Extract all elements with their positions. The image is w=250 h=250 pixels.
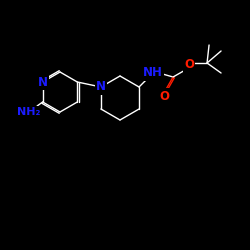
Text: N: N — [38, 76, 48, 88]
Text: N: N — [96, 80, 106, 94]
Text: O: O — [159, 90, 169, 102]
Text: NH₂: NH₂ — [17, 107, 40, 117]
Text: O: O — [184, 58, 194, 71]
Text: NH: NH — [143, 66, 163, 80]
